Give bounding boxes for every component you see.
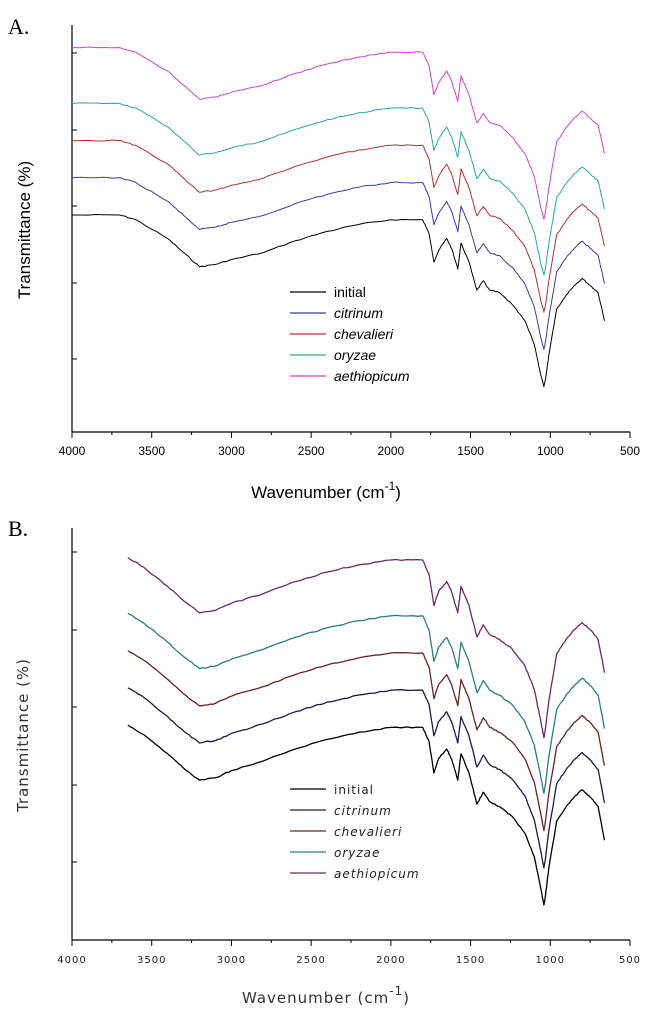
x-axis-title: Wavenumber (cm-1) bbox=[251, 479, 401, 502]
x-tick-label: 3000 bbox=[218, 444, 245, 458]
legend-label-aethiopicum: aethiopicum bbox=[334, 368, 410, 384]
x-tick-label: 1000 bbox=[537, 444, 564, 458]
panel-b: B. 4000 3500 3000 2500 2000 1500 1000 500 Wavenum… bbox=[8, 516, 641, 1007]
x-tick-label: 500 bbox=[620, 444, 640, 458]
legend-label-citrinum: citrinum bbox=[334, 804, 392, 818]
panel-label: B. bbox=[8, 516, 28, 541]
y-axis-title: Transmittance (%) bbox=[15, 161, 34, 299]
legend-label-chevalieri: chevalieri bbox=[334, 825, 402, 839]
x-axis-title: Wavenumber (cm-1) bbox=[242, 984, 410, 1007]
legend-label-oryzae: oryzae bbox=[334, 846, 380, 860]
x-tick-label: 3500 bbox=[138, 444, 165, 458]
x-tick-label: 500 bbox=[619, 955, 641, 966]
series-line-citrinum bbox=[127, 687, 606, 869]
x-tick-label: 1500 bbox=[456, 955, 485, 966]
legend-label-initial: initial bbox=[334, 783, 374, 797]
legend-label-citrinum: citrinum bbox=[334, 305, 383, 321]
legend-label-chevalieri: chevalieri bbox=[334, 326, 394, 342]
x-tick-label: 2000 bbox=[376, 955, 405, 966]
x-tick-label: 3000 bbox=[217, 955, 246, 966]
legend-label-aethiopicum: aethiopicum bbox=[334, 867, 420, 881]
series-line-oryzae bbox=[71, 102, 605, 276]
legend-label-initial: initial bbox=[334, 284, 366, 300]
series-line-initial bbox=[72, 214, 605, 388]
legend-label-oryzae: oryzae bbox=[334, 347, 376, 363]
panel-label: A. bbox=[8, 14, 29, 39]
x-tick-label: 2500 bbox=[298, 444, 325, 458]
x-tick-label: 3500 bbox=[137, 955, 166, 966]
panel-a: A. 4000 3500 3000 2500 2000 1500 1000 500 Wavenum… bbox=[8, 14, 640, 502]
series-line-initial bbox=[127, 724, 606, 906]
series-line-citrinum bbox=[71, 176, 605, 350]
x-tick-label: 2000 bbox=[378, 444, 405, 458]
series-line-oryzae bbox=[127, 612, 606, 795]
x-tick-label: 1500 bbox=[457, 444, 484, 458]
series-line-chevalieri bbox=[72, 139, 605, 313]
x-tick-label: 1000 bbox=[536, 955, 565, 966]
series-line-aethiopicum bbox=[127, 557, 606, 739]
x-tick-label: 4000 bbox=[59, 444, 86, 458]
x-tick-label: 4000 bbox=[57, 955, 86, 966]
y-axis-title: Transmittance (%) bbox=[14, 658, 32, 813]
series-line-aethiopicum bbox=[71, 46, 605, 220]
x-tick-label: 2500 bbox=[296, 955, 325, 966]
series-line-chevalieri bbox=[127, 650, 606, 832]
